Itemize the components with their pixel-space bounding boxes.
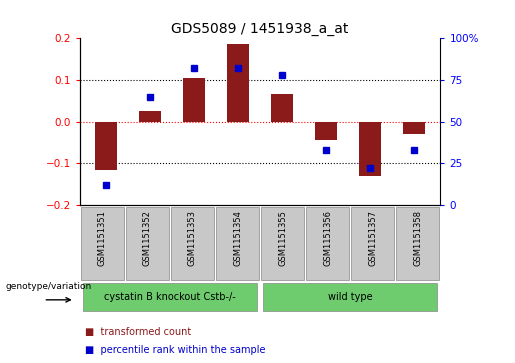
Bar xyxy=(95,122,117,170)
Bar xyxy=(81,207,124,280)
Text: GSM1151355: GSM1151355 xyxy=(278,210,287,266)
Text: GSM1151357: GSM1151357 xyxy=(368,210,377,266)
Bar xyxy=(263,284,437,311)
Bar xyxy=(315,122,337,140)
Text: wild type: wild type xyxy=(328,292,372,302)
Bar xyxy=(83,284,257,311)
Bar xyxy=(216,207,259,280)
Bar xyxy=(271,94,293,122)
Bar xyxy=(139,111,161,122)
Text: GSM1151354: GSM1151354 xyxy=(233,210,242,266)
Bar xyxy=(403,122,425,134)
Text: genotype/variation: genotype/variation xyxy=(5,282,91,291)
Text: GSM1151352: GSM1151352 xyxy=(143,210,152,266)
Bar xyxy=(359,122,381,176)
Text: cystatin B knockout Cstb-/-: cystatin B knockout Cstb-/- xyxy=(104,292,236,302)
Bar xyxy=(183,78,205,122)
Text: GSM1151356: GSM1151356 xyxy=(323,210,332,266)
Bar xyxy=(126,207,169,280)
Bar xyxy=(171,207,214,280)
Bar xyxy=(397,207,439,280)
Text: ■  percentile rank within the sample: ■ percentile rank within the sample xyxy=(85,345,265,355)
Bar xyxy=(351,207,394,280)
Text: GSM1151351: GSM1151351 xyxy=(98,210,107,266)
Title: GDS5089 / 1451938_a_at: GDS5089 / 1451938_a_at xyxy=(171,22,349,36)
Bar xyxy=(261,207,304,280)
Text: ■  transformed count: ■ transformed count xyxy=(85,327,191,337)
Bar xyxy=(306,207,349,280)
Text: GSM1151353: GSM1151353 xyxy=(188,210,197,266)
Bar xyxy=(227,44,249,122)
Text: GSM1151358: GSM1151358 xyxy=(414,210,422,266)
